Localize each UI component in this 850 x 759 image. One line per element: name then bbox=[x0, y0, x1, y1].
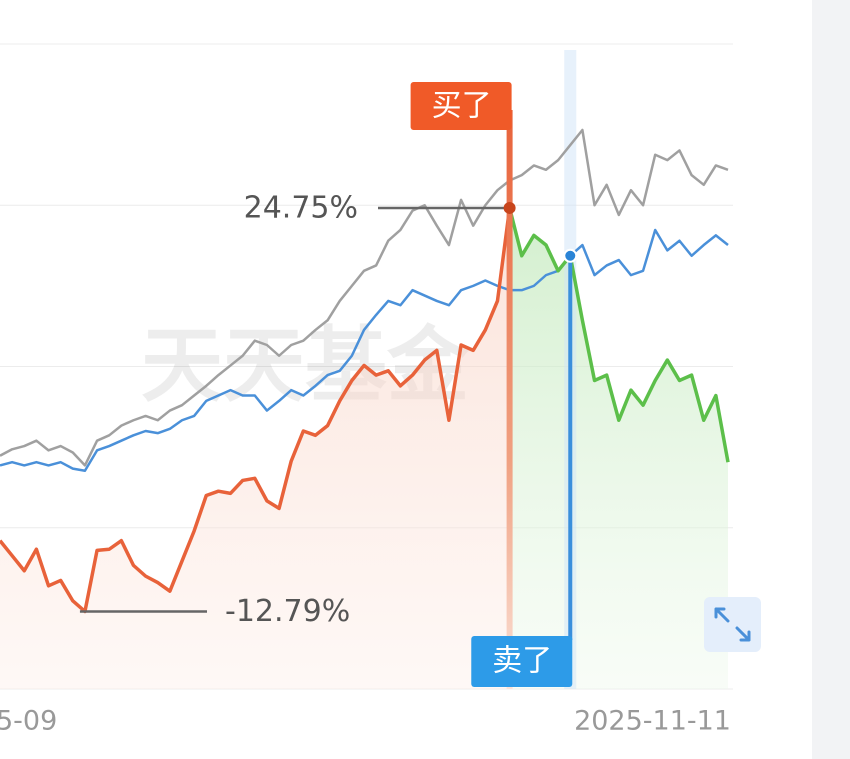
area bbox=[0, 207, 510, 689]
x-tick-label: 2025-11-11 bbox=[574, 706, 731, 737]
buy-line bbox=[506, 110, 513, 689]
max-label: 24.75% bbox=[244, 190, 358, 225]
sell-point bbox=[563, 248, 578, 263]
sell-label: 卖了 bbox=[492, 644, 552, 679]
series-line bbox=[507, 207, 730, 463]
side-panel bbox=[812, 0, 850, 759]
buy-label: 买了 bbox=[432, 89, 492, 124]
buy-tag bbox=[410, 82, 512, 130]
expand-button[interactable] bbox=[704, 597, 761, 652]
sell-line bbox=[568, 262, 573, 640]
x-tick-label: 5-09 bbox=[0, 706, 57, 737]
series-line bbox=[0, 128, 729, 467]
series-line bbox=[0, 228, 729, 473]
min-label: -12.79% bbox=[225, 594, 350, 629]
sell-tag bbox=[471, 636, 573, 687]
max-point bbox=[503, 201, 516, 214]
area bbox=[509, 207, 728, 689]
